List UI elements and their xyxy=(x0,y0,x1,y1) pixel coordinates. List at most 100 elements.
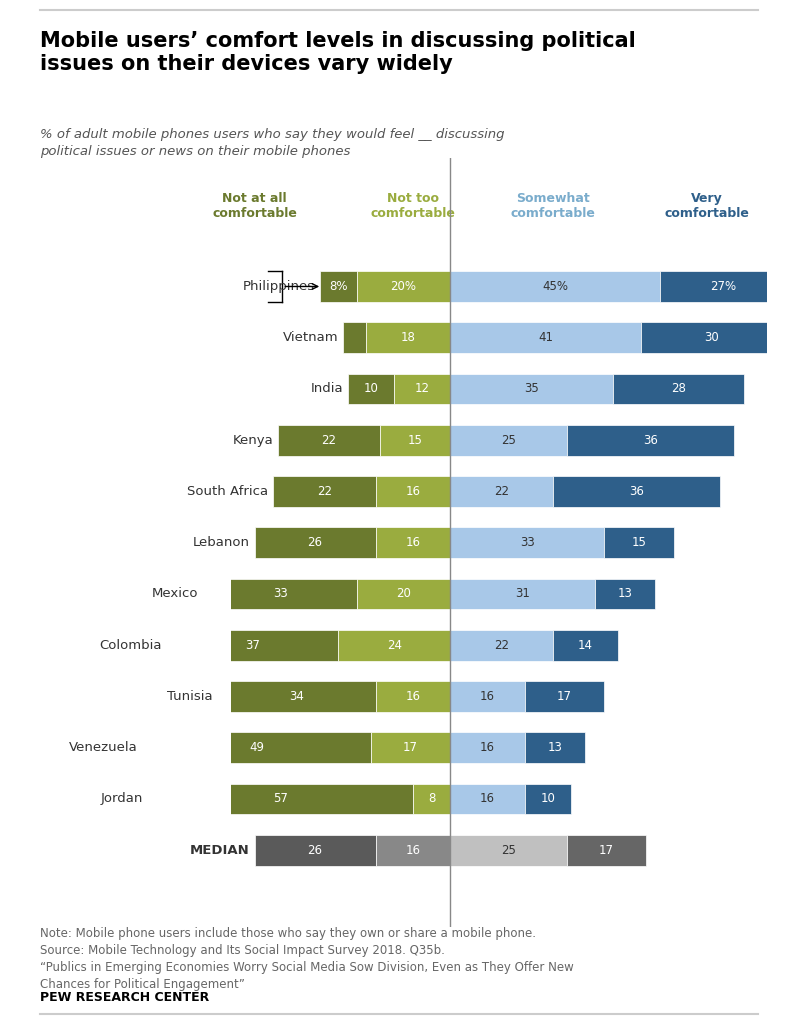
Bar xyxy=(567,835,646,865)
Bar xyxy=(148,783,413,814)
Text: 31: 31 xyxy=(515,588,530,600)
Text: % of adult mobile phones users who say they would feel __ discussing
political i: % of adult mobile phones users who say t… xyxy=(40,128,504,158)
Text: 27: 27 xyxy=(715,280,730,293)
Bar xyxy=(348,374,394,404)
Bar xyxy=(660,271,786,302)
Bar xyxy=(376,681,450,712)
Text: 16: 16 xyxy=(405,844,421,857)
Text: 13: 13 xyxy=(618,588,632,600)
Text: Philippines: Philippines xyxy=(243,280,315,293)
Text: 45%: 45% xyxy=(542,280,568,293)
Text: Colombia: Colombia xyxy=(99,639,161,651)
Text: 16: 16 xyxy=(405,537,421,549)
Text: 20%: 20% xyxy=(390,280,417,293)
Text: 33: 33 xyxy=(519,537,535,549)
Bar xyxy=(338,630,450,660)
Text: Somewhat
comfortable: Somewhat comfortable xyxy=(510,191,595,220)
Text: 16: 16 xyxy=(480,793,495,806)
Bar xyxy=(450,323,642,353)
Bar xyxy=(614,374,744,404)
Text: 27%: 27% xyxy=(709,280,736,293)
Bar xyxy=(217,681,376,712)
Bar xyxy=(320,271,357,302)
Text: 30: 30 xyxy=(704,331,718,344)
Bar xyxy=(525,681,604,712)
Bar xyxy=(203,579,357,609)
Text: 8: 8 xyxy=(334,280,342,293)
Bar xyxy=(525,783,571,814)
Bar xyxy=(450,476,553,507)
Bar xyxy=(366,323,450,353)
Text: 33: 33 xyxy=(273,588,287,600)
Text: 14: 14 xyxy=(578,639,593,651)
Bar xyxy=(595,579,655,609)
Bar xyxy=(394,374,450,404)
Text: 10: 10 xyxy=(364,383,378,395)
Text: 35: 35 xyxy=(524,383,539,395)
Bar xyxy=(376,527,450,558)
Text: 22: 22 xyxy=(494,485,509,498)
Text: 15: 15 xyxy=(631,537,646,549)
Text: 49: 49 xyxy=(249,741,264,755)
Text: 18: 18 xyxy=(401,331,416,344)
Text: 20: 20 xyxy=(396,588,411,600)
Text: 8: 8 xyxy=(428,793,435,806)
Text: MEDIAN: MEDIAN xyxy=(190,844,250,857)
Text: 8%: 8% xyxy=(329,280,348,293)
Text: 10: 10 xyxy=(540,793,555,806)
Bar xyxy=(450,374,614,404)
Text: 45: 45 xyxy=(547,280,563,293)
Bar xyxy=(450,835,567,865)
Text: 22: 22 xyxy=(322,434,337,446)
Text: Kenya: Kenya xyxy=(232,434,273,446)
Bar xyxy=(376,835,450,865)
Bar xyxy=(450,783,525,814)
Bar xyxy=(450,732,525,763)
Text: 15: 15 xyxy=(408,434,423,446)
Text: 16: 16 xyxy=(405,690,421,702)
Text: 12: 12 xyxy=(415,383,430,395)
Text: 24: 24 xyxy=(387,639,401,651)
Text: 34: 34 xyxy=(289,690,304,702)
Text: Tunisia: Tunisia xyxy=(167,690,212,702)
Bar xyxy=(450,425,567,456)
Text: 13: 13 xyxy=(547,741,563,755)
Bar xyxy=(553,630,618,660)
Text: Note: Mobile phone users include those who say they own or share a mobile phone.: Note: Mobile phone users include those w… xyxy=(40,927,574,991)
Bar xyxy=(381,425,450,456)
Text: Not at all
comfortable: Not at all comfortable xyxy=(212,191,297,220)
Text: 20: 20 xyxy=(396,280,411,293)
Bar xyxy=(450,681,525,712)
Bar xyxy=(450,630,553,660)
Bar xyxy=(553,476,721,507)
Bar xyxy=(343,323,366,353)
Bar xyxy=(604,527,674,558)
Text: 16: 16 xyxy=(405,485,421,498)
Text: South Africa: South Africa xyxy=(188,485,268,498)
Text: 22: 22 xyxy=(494,639,509,651)
Text: PEW RESEARCH CENTER: PEW RESEARCH CENTER xyxy=(40,990,209,1004)
Bar xyxy=(255,527,376,558)
Text: Jordan: Jordan xyxy=(101,793,143,806)
Text: Not too
comfortable: Not too comfortable xyxy=(370,191,456,220)
Text: 36: 36 xyxy=(629,485,644,498)
Text: 25: 25 xyxy=(501,434,516,446)
Text: 17: 17 xyxy=(598,844,614,857)
Text: 28: 28 xyxy=(671,383,686,395)
Text: Lebanon: Lebanon xyxy=(193,537,250,549)
Text: 26: 26 xyxy=(307,844,322,857)
Bar xyxy=(278,425,381,456)
Bar xyxy=(525,732,585,763)
Bar xyxy=(255,835,376,865)
Text: 57: 57 xyxy=(273,793,287,806)
Text: 17: 17 xyxy=(557,690,572,702)
Text: Mexico: Mexico xyxy=(152,588,199,600)
Text: India: India xyxy=(310,383,343,395)
Bar xyxy=(567,425,734,456)
Text: Very
comfortable: Very comfortable xyxy=(664,191,749,220)
Bar xyxy=(143,732,371,763)
Text: 37: 37 xyxy=(245,639,259,651)
Bar xyxy=(450,527,604,558)
Bar xyxy=(376,476,450,507)
Text: 26: 26 xyxy=(307,537,322,549)
